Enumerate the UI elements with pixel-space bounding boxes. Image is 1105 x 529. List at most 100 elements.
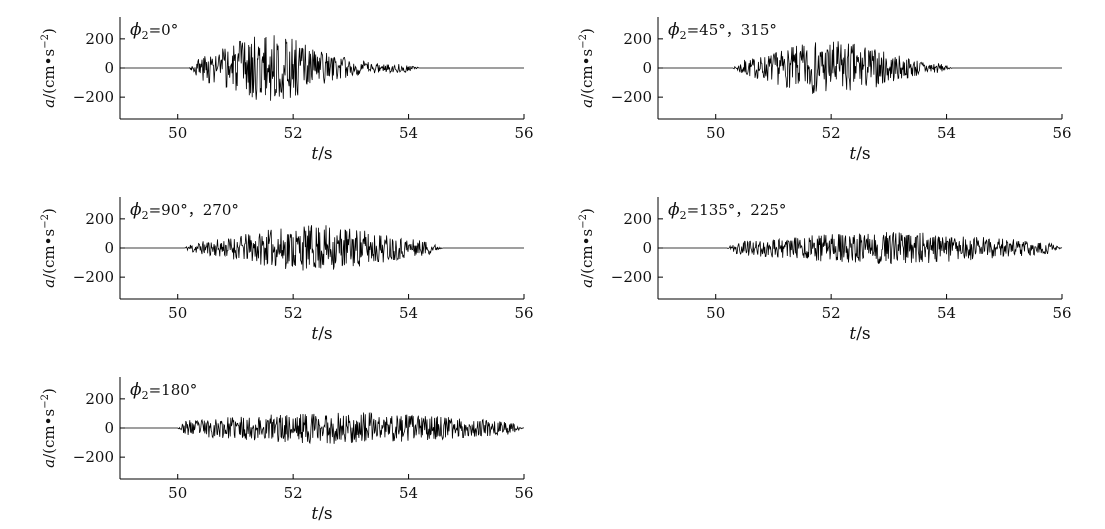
acceleration-series: [120, 412, 525, 445]
annotation-text: =135°，225°: [687, 201, 787, 219]
y-axis-label: a/(cm•s−2): [578, 28, 596, 108]
x-axis-label: t/s: [849, 324, 870, 344]
y-axis-exponent: −2: [578, 34, 589, 49]
x-tick-label: 52: [284, 124, 303, 142]
x-axis-variable: t: [849, 144, 856, 164]
annotation-text: =180°: [149, 381, 198, 399]
phase-annotation: ϕ2=0°: [130, 20, 178, 42]
y-axis-unit: /(cm•s: [40, 409, 58, 459]
acceleration-series: [658, 232, 1063, 265]
y-tick-label: −200: [73, 88, 114, 106]
y-tick-label: 200: [85, 210, 114, 228]
chart-panel-3: 50 52 54 56 200 0 −200 a/(cm•s−2) t/s ϕ2=90°，270°: [40, 197, 534, 344]
y-axis-variable: a: [578, 99, 596, 108]
y-axis-variable: a: [40, 279, 58, 288]
x-tick-label: 54: [937, 124, 956, 142]
x-tick-label: 56: [514, 124, 533, 142]
x-tick-label: 54: [399, 484, 418, 502]
x-axis-variable: t: [311, 504, 318, 524]
y-tick-label: 200: [623, 210, 652, 228]
chart-panel-2: 50 52 54 56 200 0 −200 a/(cm•s−2) t/s ϕ2=45°，315°: [578, 17, 1072, 164]
y-axis-unit: /(cm•s: [40, 49, 58, 99]
y-axis-label: a/(cm•s−2): [40, 388, 58, 468]
phase-annotation: ϕ2=135°，225°: [668, 200, 786, 222]
annotation-symbol: ϕ: [668, 200, 680, 220]
annotation-subscript: 2: [142, 389, 149, 402]
x-tick-label: 54: [399, 304, 418, 322]
y-tick-label: 200: [623, 30, 652, 48]
annotation-subscript: 2: [142, 209, 149, 222]
x-axis-variable: t: [311, 144, 318, 164]
x-tick-label: 54: [937, 304, 956, 322]
x-axis-unit: /s: [318, 144, 332, 164]
y-axis-variable: a: [40, 99, 58, 108]
x-tick-label: 50: [706, 124, 725, 142]
y-axis-label: a/(cm•s−2): [578, 208, 596, 288]
annotation-subscript: 2: [680, 29, 687, 42]
y-tick-label: 0: [642, 59, 652, 77]
y-tick-label: −200: [73, 268, 114, 286]
x-tick-label: 56: [514, 484, 533, 502]
y-axis-unit: /(cm•s: [578, 49, 596, 99]
y-tick-label: −200: [611, 268, 652, 286]
phase-annotation: ϕ2=180°: [130, 380, 197, 402]
x-tick-label: 56: [1052, 304, 1071, 322]
annotation-text: =45°，315°: [687, 21, 777, 39]
x-axis-label: t/s: [311, 144, 332, 164]
x-axis-unit: /s: [856, 144, 870, 164]
annotation-symbol: ϕ: [130, 380, 142, 400]
x-axis-label: t/s: [849, 144, 870, 164]
y-tick-label: 0: [104, 419, 114, 437]
y-tick-label: 0: [642, 239, 652, 257]
y-axis-unit: /(cm•s: [40, 229, 58, 279]
y-axis-exponent: −2: [578, 214, 589, 229]
x-axis-label: t/s: [311, 324, 332, 344]
y-axis-close-paren: ): [578, 208, 596, 214]
x-tick-label: 56: [514, 304, 533, 322]
annotation-text: =0°: [149, 21, 179, 39]
x-axis-unit: /s: [318, 504, 332, 524]
acceleration-series: [120, 35, 524, 101]
x-tick-label: 50: [706, 304, 725, 322]
y-axis-label: a/(cm•s−2): [40, 28, 58, 108]
x-axis-variable: t: [311, 324, 318, 344]
annotation-subscript: 2: [142, 29, 149, 42]
y-tick-label: 200: [85, 30, 114, 48]
y-tick-label: 200: [85, 390, 114, 408]
chart-panel-5: 50 52 54 56 200 0 −200 a/(cm•s−2) t/s ϕ2=180°: [40, 377, 534, 524]
x-tick-label: 52: [284, 484, 303, 502]
acceleration-series: [120, 225, 524, 271]
y-axis-close-paren: ): [40, 28, 58, 34]
phase-annotation: ϕ2=90°，270°: [130, 200, 239, 222]
y-tick-label: −200: [73, 448, 114, 466]
x-axis-label: t/s: [311, 504, 332, 524]
y-tick-label: 0: [104, 239, 114, 257]
x-tick-label: 52: [284, 304, 303, 322]
x-axis-unit: /s: [318, 324, 332, 344]
x-tick-label: 54: [399, 124, 418, 142]
x-axis-variable: t: [849, 324, 856, 344]
y-axis-exponent: −2: [40, 34, 51, 49]
x-tick-label: 50: [168, 304, 187, 322]
phase-annotation: ϕ2=45°，315°: [668, 20, 777, 42]
chart-panel-1: 50 52 54 56 200 0 −200 a/(cm•s−2) t/s ϕ2=0°: [40, 17, 534, 164]
y-axis-close-paren: ): [40, 388, 58, 394]
annotation-text: =90°，270°: [149, 201, 239, 219]
acceleration-series: [658, 41, 1062, 94]
x-axis-unit: /s: [856, 324, 870, 344]
y-axis-exponent: −2: [40, 214, 51, 229]
annotation-symbol: ϕ: [668, 20, 680, 40]
y-axis-variable: a: [578, 279, 596, 288]
x-tick-label: 52: [822, 304, 841, 322]
y-tick-label: 0: [104, 59, 114, 77]
x-tick-label: 50: [168, 124, 187, 142]
y-axis-unit: /(cm•s: [578, 229, 596, 279]
y-axis-variable: a: [40, 459, 58, 468]
x-tick-label: 50: [168, 484, 187, 502]
annotation-symbol: ϕ: [130, 20, 142, 40]
y-axis-label: a/(cm•s−2): [40, 208, 58, 288]
y-tick-label: −200: [611, 88, 652, 106]
chart-panel-4: 50 52 54 56 200 0 −200 a/(cm•s−2) t/s ϕ2=135°，225…: [578, 197, 1072, 344]
y-axis-close-paren: ): [40, 208, 58, 214]
